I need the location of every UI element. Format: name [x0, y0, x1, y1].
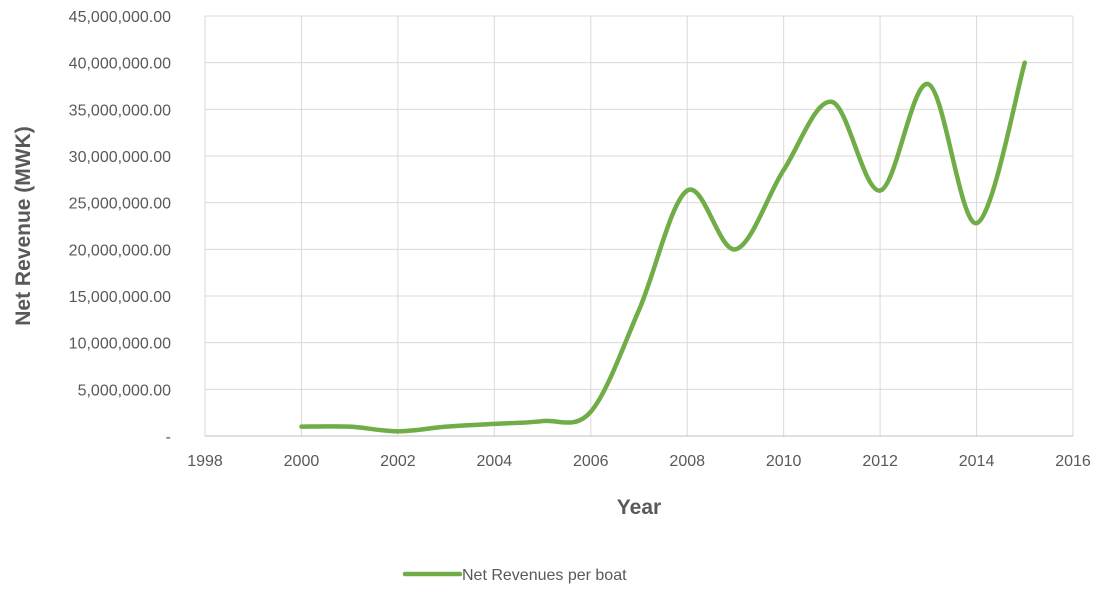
y-axis-title: Net Revenue (MWK): [12, 126, 35, 326]
x-tick-label: 2008: [669, 453, 705, 470]
series-layer: [299, 60, 1028, 434]
y-tick-label: -: [166, 429, 171, 446]
axes: - 5,000,000.00 10,000,000.00 15,000,000.00 2…: [69, 9, 1091, 470]
x-tick-label: 2016: [1055, 453, 1091, 470]
x-axis-title: Year: [617, 496, 661, 519]
x-tick-label: 2004: [477, 453, 513, 470]
x-tick-label: 2002: [380, 453, 416, 470]
y-tick-label: 10,000,000.00: [69, 336, 171, 353]
y-tick-label: 25,000,000.00: [69, 196, 171, 213]
x-tick-label: 2014: [959, 453, 995, 470]
y-tick-label: 30,000,000.00: [69, 149, 171, 166]
legend-label: Net Revenues per boat: [462, 567, 627, 584]
x-tick-label: 2006: [573, 453, 609, 470]
x-tick-label: 2010: [766, 453, 802, 470]
x-tick-label: 2012: [862, 453, 898, 470]
x-tick-label: 1998: [187, 453, 223, 470]
y-tick-label: 35,000,000.00: [69, 102, 171, 119]
gridlines: [204, 15, 1074, 436]
series-line: [299, 60, 1028, 434]
y-tick-label: 5,000,000.00: [78, 382, 172, 399]
legend: Net Revenues per boat: [402, 567, 627, 584]
y-tick-label: 40,000,000.00: [69, 56, 171, 73]
y-tick-label: 15,000,000.00: [69, 289, 171, 306]
y-tick-label: 45,000,000.00: [69, 9, 171, 26]
x-tick-label: 2000: [284, 453, 320, 470]
y-tick-label: 20,000,000.00: [69, 242, 171, 259]
